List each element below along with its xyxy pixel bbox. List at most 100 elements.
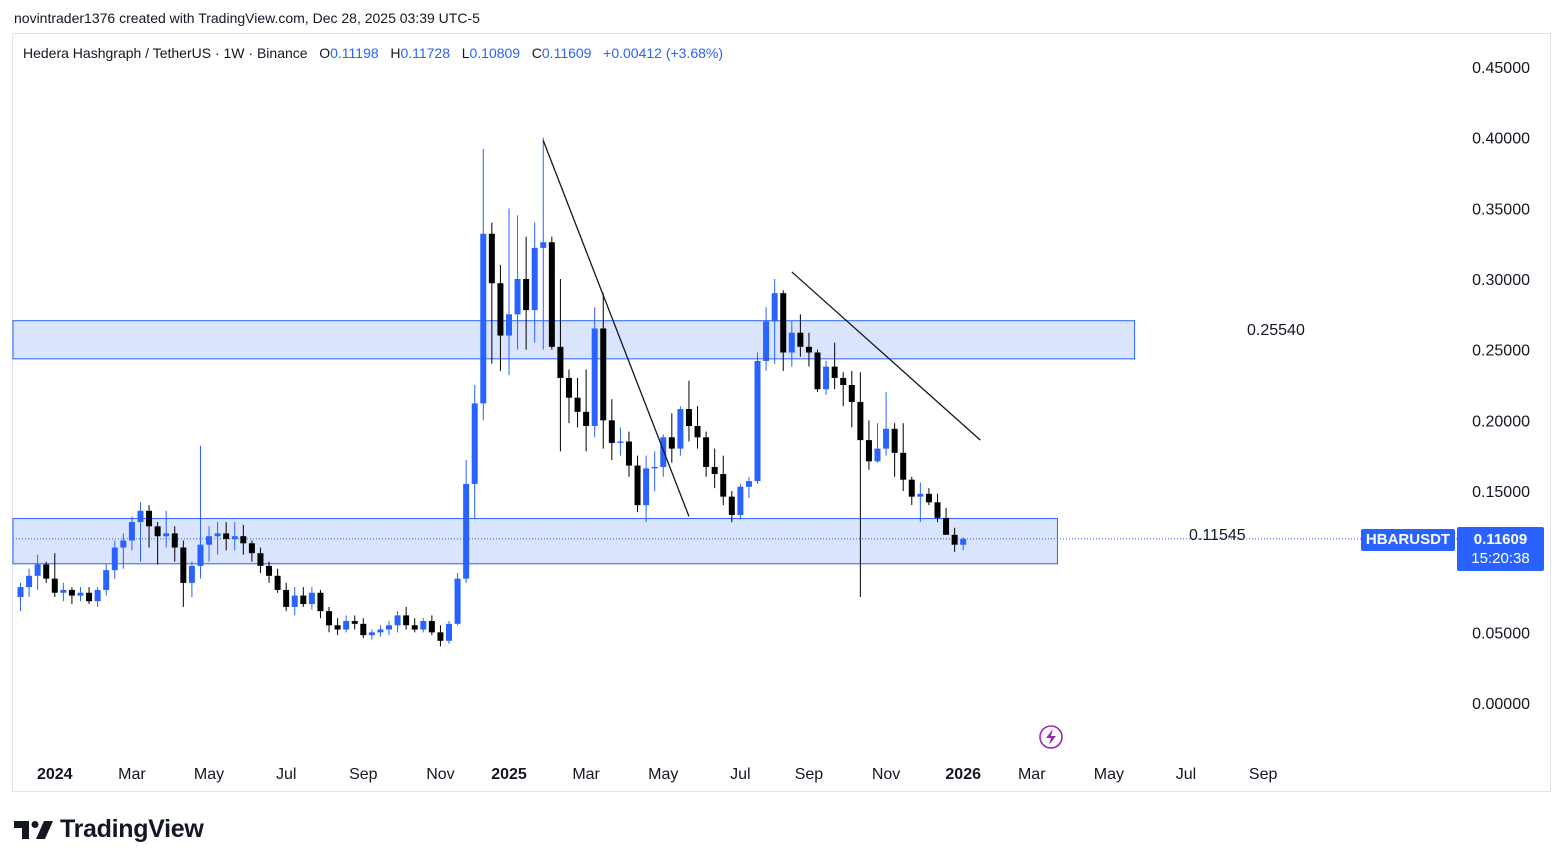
- y-tick-label: 0.30000: [1472, 272, 1530, 289]
- x-tick-label: 2024: [37, 766, 73, 783]
- y-tick-label: 0.15000: [1472, 484, 1530, 501]
- candle: [745, 476, 752, 499]
- candle: [231, 522, 238, 551]
- candle-body: [497, 283, 504, 336]
- candle: [617, 427, 624, 456]
- candle-body: [360, 623, 367, 636]
- candle-body: [154, 526, 161, 537]
- candle: [960, 537, 967, 551]
- candle: [874, 423, 881, 463]
- candle-body: [634, 465, 641, 506]
- candle-body: [300, 595, 307, 605]
- candle-body: [591, 328, 598, 426]
- candle-body: [137, 510, 144, 523]
- legend-high-label: H: [390, 45, 401, 61]
- candle: [900, 423, 907, 491]
- ohlc-legend: Hedera Hashgraph / TetherUS · 1W · Binan…: [23, 45, 723, 61]
- tradingview-logo-icon: [14, 820, 53, 839]
- candle-body: [180, 547, 187, 583]
- candle-body: [857, 401, 864, 441]
- candle: [763, 307, 770, 371]
- candle: [583, 369, 590, 452]
- candle-body: [505, 314, 512, 336]
- candle: [634, 455, 641, 513]
- candle-body: [943, 517, 950, 535]
- upper-zone-label: 0.25540: [1247, 322, 1305, 339]
- x-tick-label: Sep: [349, 766, 378, 783]
- candle-body: [17, 587, 24, 597]
- candle: [797, 314, 804, 357]
- candle: [668, 413, 675, 463]
- candle: [17, 582, 24, 612]
- candle-body: [257, 553, 264, 566]
- candle: [865, 420, 872, 470]
- candle-body: [60, 589, 67, 593]
- candle-body: [283, 589, 290, 607]
- candle-body: [480, 233, 487, 404]
- x-tick-label: Jul: [276, 766, 296, 783]
- candle-body: [583, 411, 590, 426]
- candle: [411, 618, 418, 633]
- candle-body: [883, 428, 890, 449]
- candle: [771, 279, 778, 364]
- chart-credit: novintrader1376 created with TradingView…: [14, 10, 480, 26]
- candle-body: [43, 564, 50, 579]
- x-tick-label: Jul: [730, 766, 750, 783]
- candle-body: [274, 575, 281, 590]
- candle: [531, 222, 538, 343]
- candle: [428, 615, 435, 636]
- candle-body: [77, 592, 84, 596]
- candle-body: [223, 533, 230, 540]
- candle-body: [231, 536, 238, 540]
- candle-body: [428, 621, 435, 633]
- candle-body: [891, 428, 898, 453]
- candle-body: [651, 466, 658, 469]
- candle-body: [728, 496, 735, 516]
- candle-body: [608, 420, 615, 443]
- candle: [463, 459, 470, 583]
- x-tick-label: 2025: [491, 766, 527, 783]
- tradingview-logo[interactable]: TradingView: [14, 815, 204, 844]
- candle-body: [668, 437, 675, 449]
- candle-body: [694, 425, 701, 438]
- candle-body: [111, 547, 118, 571]
- candle: [643, 455, 650, 523]
- candle: [505, 208, 512, 376]
- candle: [514, 215, 521, 350]
- candle-body: [720, 474, 727, 497]
- trendline-1: [542, 140, 690, 517]
- candle: [394, 611, 401, 633]
- candle: [300, 587, 307, 607]
- candle: [703, 431, 710, 477]
- candle: [685, 380, 692, 442]
- candle-body: [865, 440, 872, 462]
- candle: [163, 510, 170, 548]
- candle-body: [934, 502, 941, 518]
- candle-body: [617, 441, 624, 443]
- candle: [26, 568, 33, 597]
- candle-body: [317, 592, 324, 612]
- candle-body: [26, 575, 33, 588]
- candle-body: [660, 437, 667, 467]
- candle-body: [463, 483, 470, 579]
- candle: [848, 370, 855, 428]
- candle: [540, 137, 547, 350]
- candle: [711, 448, 718, 489]
- candle-body: [343, 621, 350, 630]
- candle: [951, 527, 958, 552]
- candle: [188, 561, 195, 597]
- candle: [471, 385, 478, 520]
- candle: [197, 445, 204, 579]
- candle: [720, 455, 727, 506]
- candle-body: [411, 625, 418, 630]
- x-tick-label: Jul: [1176, 766, 1196, 783]
- candle-body: [685, 409, 692, 426]
- candle-body: [291, 595, 298, 607]
- candle: [343, 615, 350, 633]
- candle-body: [128, 522, 135, 541]
- candle-body: [925, 493, 932, 503]
- candle-body: [103, 570, 110, 590]
- candle: [677, 406, 684, 456]
- candle-body: [625, 441, 632, 466]
